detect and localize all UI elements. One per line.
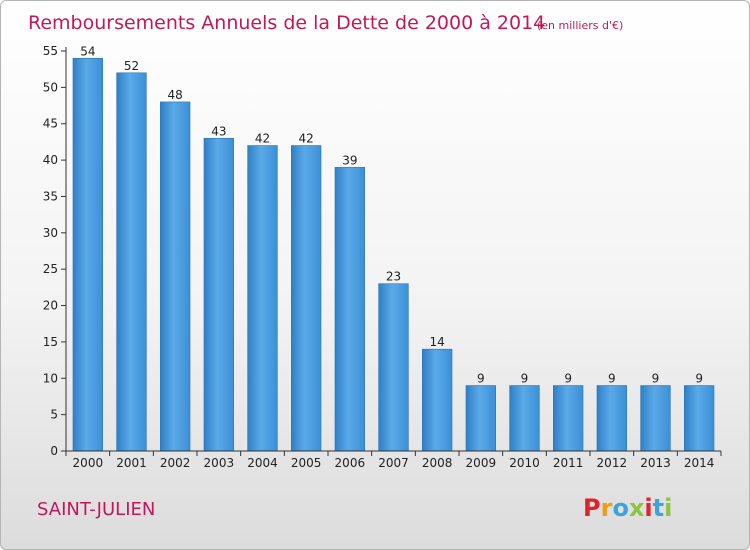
bar bbox=[553, 385, 584, 452]
x-tick-label: 2002 bbox=[160, 456, 191, 470]
logo-letter: i bbox=[644, 494, 652, 522]
axes-group: 0 5 10 15 20 25 30 35 40 45 50 55 2000 2001 2002 2003 20… bbox=[43, 44, 722, 470]
x-tick-label: 2006 bbox=[335, 456, 366, 470]
logo-letter: r bbox=[601, 494, 613, 522]
y-tick-label: 30 bbox=[43, 226, 58, 240]
x-tick-label: 2010 bbox=[509, 456, 540, 470]
bar bbox=[509, 385, 540, 452]
bar bbox=[116, 72, 147, 452]
data-label: 43 bbox=[211, 124, 226, 138]
data-label: 9 bbox=[521, 372, 529, 386]
x-tick-label: 2011 bbox=[553, 456, 584, 470]
bar bbox=[640, 385, 671, 452]
y-tick-label: 20 bbox=[43, 299, 58, 313]
bar bbox=[465, 385, 496, 452]
y-tick-label: 15 bbox=[43, 335, 58, 349]
bar bbox=[72, 57, 103, 452]
y-tick-label: 10 bbox=[43, 371, 58, 385]
logo-letter: P bbox=[583, 494, 601, 522]
x-tick-label: 2008 bbox=[422, 456, 453, 470]
bar bbox=[247, 145, 278, 452]
y-tick-label: 45 bbox=[43, 117, 58, 131]
logo-letter: i bbox=[664, 494, 672, 522]
bar bbox=[203, 137, 234, 452]
x-tick-label: 2013 bbox=[640, 456, 671, 470]
x-tick-label: 2014 bbox=[684, 456, 715, 470]
data-label: 39 bbox=[342, 153, 357, 167]
y-tick-label: 55 bbox=[43, 44, 58, 58]
bar bbox=[684, 385, 715, 452]
logo-letter: o bbox=[612, 494, 629, 522]
y-tick-label: 25 bbox=[43, 262, 58, 276]
chart-title: Remboursements Annuels de la Dette de 20… bbox=[28, 12, 545, 34]
data-label: 54 bbox=[80, 44, 95, 58]
x-tick-label: 2007 bbox=[378, 456, 409, 470]
data-label: 9 bbox=[695, 372, 703, 386]
bar bbox=[291, 145, 322, 452]
data-label: 9 bbox=[608, 372, 616, 386]
bar bbox=[378, 283, 409, 452]
data-label: 9 bbox=[652, 372, 660, 386]
y-tick-label: 50 bbox=[43, 80, 58, 94]
x-tick-label: 2001 bbox=[116, 456, 147, 470]
data-label: 14 bbox=[430, 335, 445, 349]
y-tick-label: 0 bbox=[50, 444, 58, 458]
data-label: 42 bbox=[255, 132, 270, 146]
data-label: 42 bbox=[299, 132, 314, 146]
logo-letter: x bbox=[629, 494, 645, 522]
data-label: 9 bbox=[564, 372, 572, 386]
bar bbox=[160, 101, 191, 452]
proxiti-logo: Proxiti bbox=[583, 494, 672, 522]
y-tick-label: 40 bbox=[43, 153, 58, 167]
y-tick-label: 35 bbox=[43, 189, 58, 203]
data-label: 9 bbox=[477, 372, 485, 386]
bar bbox=[596, 385, 627, 452]
data-label: 52 bbox=[124, 59, 139, 73]
y-tick-label: 5 bbox=[50, 408, 58, 422]
x-tick-label: 2012 bbox=[597, 456, 628, 470]
commune-name: SAINT-JULIEN bbox=[37, 499, 155, 520]
x-tick-label: 2000 bbox=[73, 456, 104, 470]
logo-letter: t bbox=[653, 494, 664, 522]
chart-subtitle: (en milliers d'€) bbox=[537, 19, 623, 32]
bar bbox=[334, 167, 365, 452]
x-tick-label: 2004 bbox=[247, 456, 278, 470]
bar bbox=[422, 348, 453, 452]
bars-group: 54 52 48 43 42 42 39 23 14 9 9 9 9 9 9 bbox=[72, 44, 715, 452]
x-tick-label: 2009 bbox=[466, 456, 497, 470]
x-tick-label: 2003 bbox=[204, 456, 235, 470]
x-tick-label: 2005 bbox=[291, 456, 322, 470]
data-label: 23 bbox=[386, 270, 401, 284]
data-label: 48 bbox=[168, 88, 183, 102]
